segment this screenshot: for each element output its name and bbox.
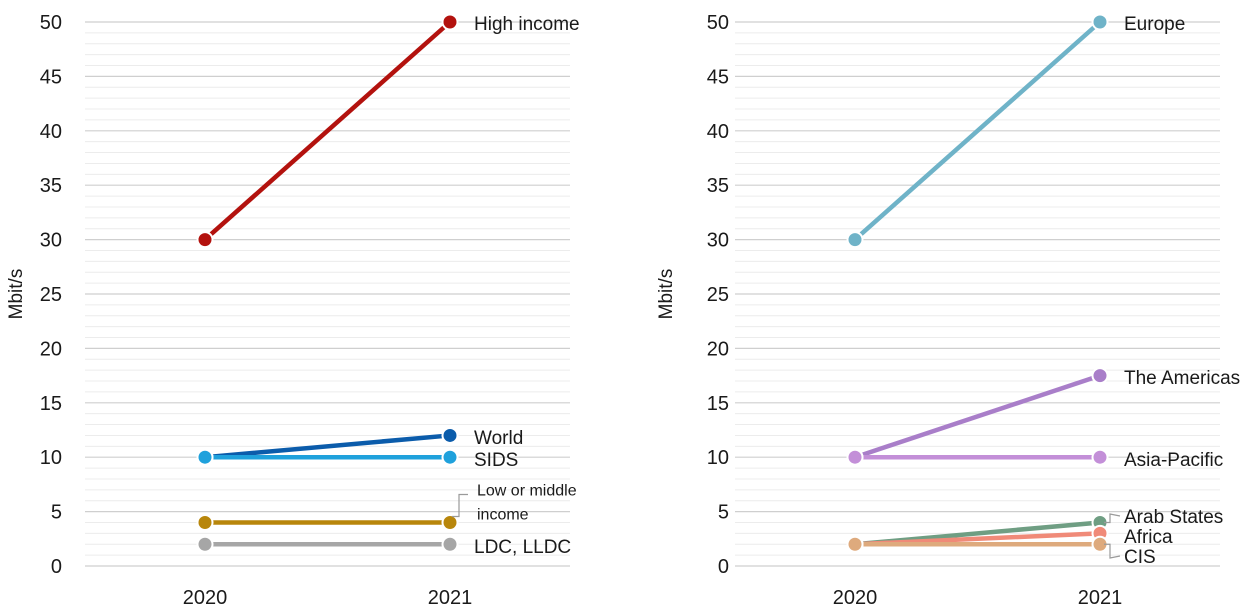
panel1-series-label: High income bbox=[474, 14, 580, 35]
panel1-label-leader bbox=[452, 493, 468, 518]
panel2-label-leader bbox=[1104, 513, 1121, 524]
panel1-series-line bbox=[202, 19, 453, 242]
panel1-series-label: World bbox=[474, 428, 523, 449]
panel1-x-tick-label: 2021 bbox=[428, 587, 473, 609]
panel2-data-point bbox=[846, 448, 864, 466]
panel2-y-axis-label: Mbit/s bbox=[656, 269, 677, 320]
panel1-y-tick-label: 10 bbox=[40, 447, 62, 469]
panel2-data-point bbox=[1091, 367, 1109, 385]
panel1-series-line bbox=[202, 433, 453, 460]
panel1-y-tick-label: 40 bbox=[40, 121, 62, 143]
panel1-y-tick-label: 25 bbox=[40, 284, 62, 306]
panel1-y-tick-label: 0 bbox=[51, 556, 62, 578]
panel1-data-point bbox=[196, 448, 214, 466]
panel2-series-label: Asia-Pacific bbox=[1124, 450, 1223, 471]
panel1-series-label: income bbox=[477, 506, 529, 523]
panel2-y-tick-label: 10 bbox=[707, 447, 729, 469]
panel1-series-label: LDC, LLDC bbox=[474, 537, 571, 558]
panel1-y-tick-label: 45 bbox=[40, 66, 62, 88]
panel2-x-tick-label: 2020 bbox=[833, 587, 878, 609]
panel1-data-point bbox=[441, 535, 459, 553]
panel1-data-point bbox=[441, 513, 459, 531]
panel2-y-tick-label: 15 bbox=[707, 393, 729, 415]
panel1-series-label: Low or middle bbox=[477, 482, 577, 499]
panel1-data-point bbox=[196, 231, 214, 249]
panel1-data-point bbox=[196, 535, 214, 553]
panel2-series-label: The Americas bbox=[1124, 368, 1240, 389]
panel2-y-tick-label: 35 bbox=[707, 175, 729, 197]
panel1-data-point bbox=[441, 448, 459, 466]
panel2-series-label: CIS bbox=[1124, 547, 1156, 568]
panel1-y-tick-label: 35 bbox=[40, 175, 62, 197]
panel2-y-tick-label: 50 bbox=[707, 12, 729, 34]
panel2-series-line bbox=[852, 19, 1103, 242]
panel2-series-label: Arab States bbox=[1124, 507, 1223, 528]
panel1-data-point bbox=[441, 426, 459, 444]
panel2-data-point bbox=[1091, 448, 1109, 466]
panel1-y-tick-label: 20 bbox=[40, 338, 62, 360]
panel1-y-tick-label: 5 bbox=[51, 502, 62, 524]
panel1-y-tick-label: 50 bbox=[40, 12, 62, 34]
panel2-label-leader bbox=[1104, 543, 1121, 559]
panel1-x-tick-label: 2020 bbox=[183, 587, 228, 609]
panel2-x-tick-label: 2021 bbox=[1078, 587, 1123, 609]
panel2-data-point bbox=[846, 535, 864, 553]
panel2-series-line bbox=[852, 373, 1103, 460]
panel2-series-label: Europe bbox=[1124, 14, 1185, 35]
panel1-series-label: SIDS bbox=[474, 450, 518, 471]
panel1-data-point bbox=[441, 13, 459, 31]
panel2-y-tick-label: 30 bbox=[707, 230, 729, 252]
panel1-y-tick-label: 15 bbox=[40, 393, 62, 415]
panel2-y-tick-label: 20 bbox=[707, 338, 729, 360]
panel2-data-point bbox=[1091, 13, 1109, 31]
panel2-y-tick-label: 5 bbox=[718, 502, 729, 524]
panel2-data-point bbox=[846, 231, 864, 249]
panel1-y-axis-label: Mbit/s bbox=[6, 269, 27, 320]
panel1-data-point bbox=[196, 513, 214, 531]
panel2-y-tick-label: 45 bbox=[707, 66, 729, 88]
panel2-series-label: Africa bbox=[1124, 527, 1173, 548]
panel2-y-tick-label: 40 bbox=[707, 121, 729, 143]
panel2-y-tick-label: 0 bbox=[718, 556, 729, 578]
panel1-y-tick-label: 30 bbox=[40, 230, 62, 252]
panel2-y-tick-label: 25 bbox=[707, 284, 729, 306]
